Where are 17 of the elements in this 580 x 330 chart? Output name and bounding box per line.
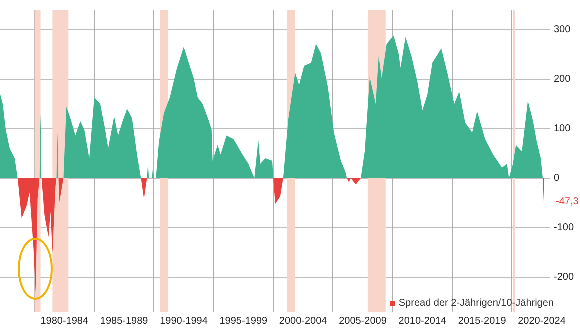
x-tick-label: 2015-2019: [458, 316, 507, 327]
x-tick-label: 1985-1989: [100, 316, 149, 327]
y-tick-label: 0: [554, 173, 560, 184]
x-tick-label: 2005-2009: [339, 316, 388, 327]
x-tick-label: 1995-1999: [220, 316, 268, 327]
y-tick-label: 100: [554, 124, 572, 135]
annotation: -47,3: [556, 196, 580, 208]
x-tick-label: 2020-2024: [518, 316, 566, 327]
x-tick-label: 2010-2014: [398, 316, 448, 327]
x-tick-label: 1990-1994: [160, 316, 208, 327]
y-tick-label: 200: [554, 74, 572, 86]
x-tick-label: 1980-1984: [40, 316, 89, 327]
y-tick-label: -200: [554, 272, 574, 284]
y-tick-label: -100: [554, 222, 574, 234]
x-tick-label: 2000-2004: [279, 316, 328, 327]
legend-label: Spread der 2-Jährigen/10-Jährigen: [398, 298, 554, 309]
y-tick-label: 300: [554, 24, 572, 36]
